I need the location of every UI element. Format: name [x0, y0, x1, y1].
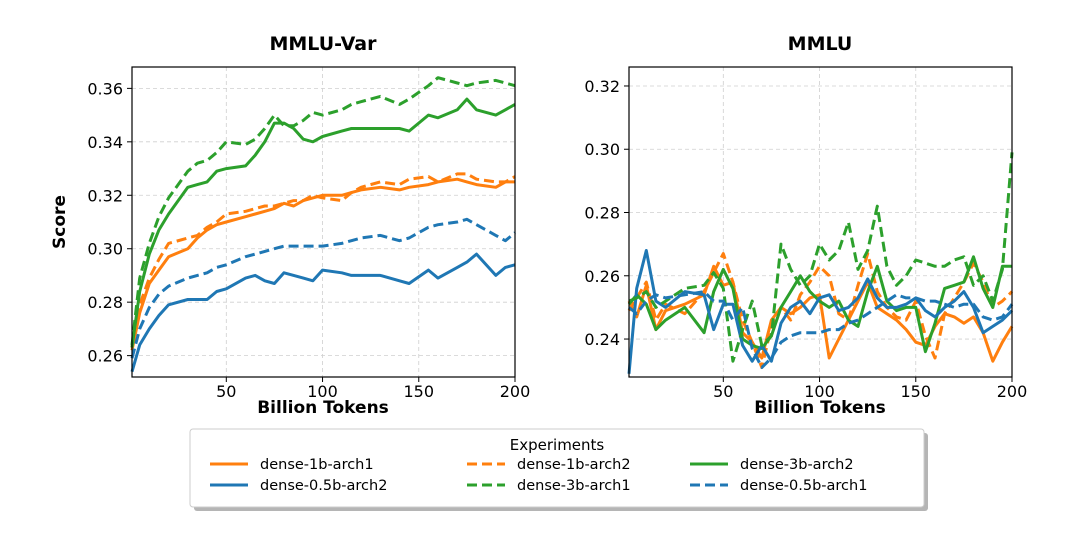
gridlines: [629, 67, 1013, 377]
chart-panel-mmlu: MMLU 50 100 150 200 0.24 0.26 0.28 0.30 0.32 Bi…: [584, 33, 1027, 418]
y-ticks: 0.26 0.28 0.30 0.32 0.34 0.36: [87, 79, 132, 366]
legend-label: dense-3b-arch1: [517, 478, 631, 494]
plot-frame: [628, 66, 1013, 378]
series-line-dense-3b-arch1: [130, 76, 516, 346]
legend-title: Experiments: [510, 436, 605, 454]
x-tick-label: 100: [307, 382, 338, 401]
chart-panel-mmlu-var: MMLU-Var 50 100 150 200 0.26 0.28 0.30 0.32 0.3…: [50, 33, 530, 418]
legend-label: dense-0.5b-arch2: [260, 478, 387, 494]
x-tick-label: 50: [216, 382, 236, 401]
series-line-dense-0-5b-arch2: [627, 249, 1014, 374]
y-ticks: 0.24 0.26 0.28 0.30 0.32: [584, 77, 629, 349]
legend-label: dense-0.5b-arch1: [740, 478, 867, 494]
x-tick-label: 150: [900, 382, 931, 401]
y-axis-label: Score: [50, 195, 70, 249]
y-tick-label: 0.28: [87, 293, 123, 312]
chart-title: MMLU-Var: [269, 33, 377, 55]
series-line-dense-1b-arch1: [627, 264, 1014, 363]
series-layer: [627, 152, 1014, 374]
series-line-dense-0-5b-arch1: [628, 290, 1014, 369]
series-line-dense-1b-arch1: [130, 177, 515, 351]
series-line-dense-0-5b-arch1: [130, 217, 516, 359]
x-axis-label: Billion Tokens: [754, 398, 886, 418]
chart-title: MMLU: [788, 33, 853, 55]
x-axis-label: Billion Tokens: [257, 398, 389, 418]
legend-box: [189, 428, 925, 508]
legend: Experiments dense-1b-arch1 dense-1b-arch2…: [189, 428, 928, 511]
series-line-dense-3b-arch2: [130, 97, 516, 348]
series-line-dense-0-5b-arch2: [130, 252, 516, 373]
y-tick-label: 0.26: [87, 347, 123, 366]
x-ticks: 50 100 150 200: [713, 377, 1027, 401]
legend-entries: dense-1b-arch1 dense-1b-arch2 dense-3b-arc…: [210, 457, 867, 494]
y-tick-label: 0.28: [584, 204, 620, 223]
legend-label: dense-1b-arch2: [517, 457, 631, 473]
y-tick-label: 0.24: [584, 330, 620, 349]
y-tick-label: 0.36: [87, 79, 123, 98]
series-line-dense-3b-arch1: [628, 152, 1014, 363]
y-tick-label: 0.30: [584, 140, 620, 159]
series-line-dense-3b-arch2: [627, 255, 1012, 354]
y-tick-label: 0.32: [584, 77, 620, 96]
x-tick-label: 50: [713, 382, 733, 401]
x-ticks: 50 100 150 200: [216, 377, 530, 401]
y-tick-label: 0.32: [87, 186, 123, 205]
x-tick-label: 150: [403, 382, 434, 401]
y-tick-label: 0.30: [87, 240, 123, 259]
series-layer: [130, 76, 516, 373]
plot-frame: [131, 66, 516, 378]
series-line-dense-1b-arch2: [130, 172, 516, 348]
x-tick-label: 200: [997, 382, 1028, 401]
legend-label: dense-1b-arch1: [260, 457, 374, 473]
legend-label: dense-3b-arch2: [740, 457, 854, 473]
x-tick-label: 200: [500, 382, 531, 401]
y-tick-label: 0.26: [584, 267, 620, 286]
y-tick-label: 0.34: [87, 133, 123, 152]
x-tick-label: 100: [804, 382, 835, 401]
